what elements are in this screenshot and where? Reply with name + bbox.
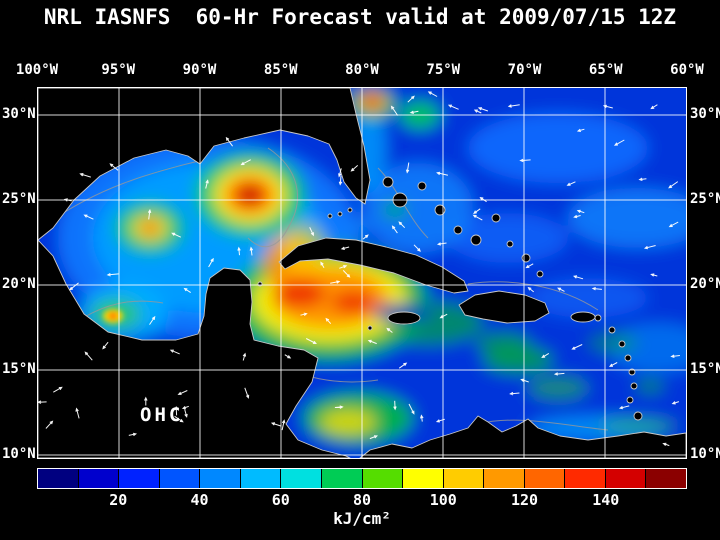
lon-label: 90°W [182,62,217,78]
lat-label: 25°N [690,191,720,207]
lat-label: 15°N [2,361,36,377]
lon-label: 100°W [15,62,59,78]
land-cuba [278,237,469,294]
colorbar-tick-label: 140 [592,491,620,509]
land-hispaniola [458,290,550,324]
colorbar-cell [605,469,647,488]
lat-label: 30°N [690,106,720,122]
ocean-heat-field-detail [103,309,123,323]
lon-label: 70°W [507,62,542,78]
colorbar-cell [159,469,201,488]
lat-label: 10°N [2,446,36,462]
colorbar-tick-label: 40 [190,491,209,509]
lon-label: 95°W [101,62,136,78]
colorbar-cell [200,469,241,488]
lat-label: 20°N [690,276,720,292]
land-lesser-antilles [594,314,643,421]
land-small-islands [257,207,373,331]
colorbar-tick-label: 120 [510,491,539,509]
land-north-america [38,88,371,241]
map-canvas [38,88,686,458]
land-puerto-rico [570,311,596,323]
colorbar-cell [565,469,606,488]
land-south-america [359,415,686,458]
lat-label: 25°N [2,191,36,207]
ohc-label: OHC [140,404,184,426]
colorbar-cell [646,469,686,488]
lat-label: 30°N [2,106,36,122]
colorbar-units: kJ/cm² [333,509,391,528]
colorbar-cell [362,469,404,488]
lon-label: 75°W [426,62,461,78]
land-mexico-central-america [38,239,351,458]
lat-label: 15°N [690,361,720,377]
lon-label: 85°W [263,62,298,78]
colorbar-cell [484,469,525,488]
grid-lines [38,88,686,458]
colorbar-cell [240,469,282,488]
current-arrows [38,91,680,447]
colorbar-cell [119,469,160,488]
lon-label: 65°W [588,62,623,78]
colorbar [37,468,687,489]
colorbar-cell [281,469,322,488]
colorbar-tick-label: 80 [352,491,372,509]
colorbar-cell [78,469,120,488]
lat-label: 10°N [690,446,720,462]
page-title: NRL IASNFS 60-Hr Forecast valid at 2009/… [43,5,677,29]
colorbar-cell [524,469,566,488]
colorbar-tick-label: 100 [429,491,457,509]
colorbar-cell [403,469,444,488]
colorbar-cell [443,469,485,488]
map-area: OHC [37,87,687,459]
lon-label: 80°W [345,62,379,78]
colorbar-tick-label: 20 [109,491,128,509]
colorbar-tick-label: 60 [271,491,290,509]
lon-label: 60°W [670,62,704,78]
colorbar-cell [38,469,79,488]
colorbar-cell [321,469,363,488]
land-jamaica [387,311,421,325]
lat-label: 20°N [2,276,36,292]
